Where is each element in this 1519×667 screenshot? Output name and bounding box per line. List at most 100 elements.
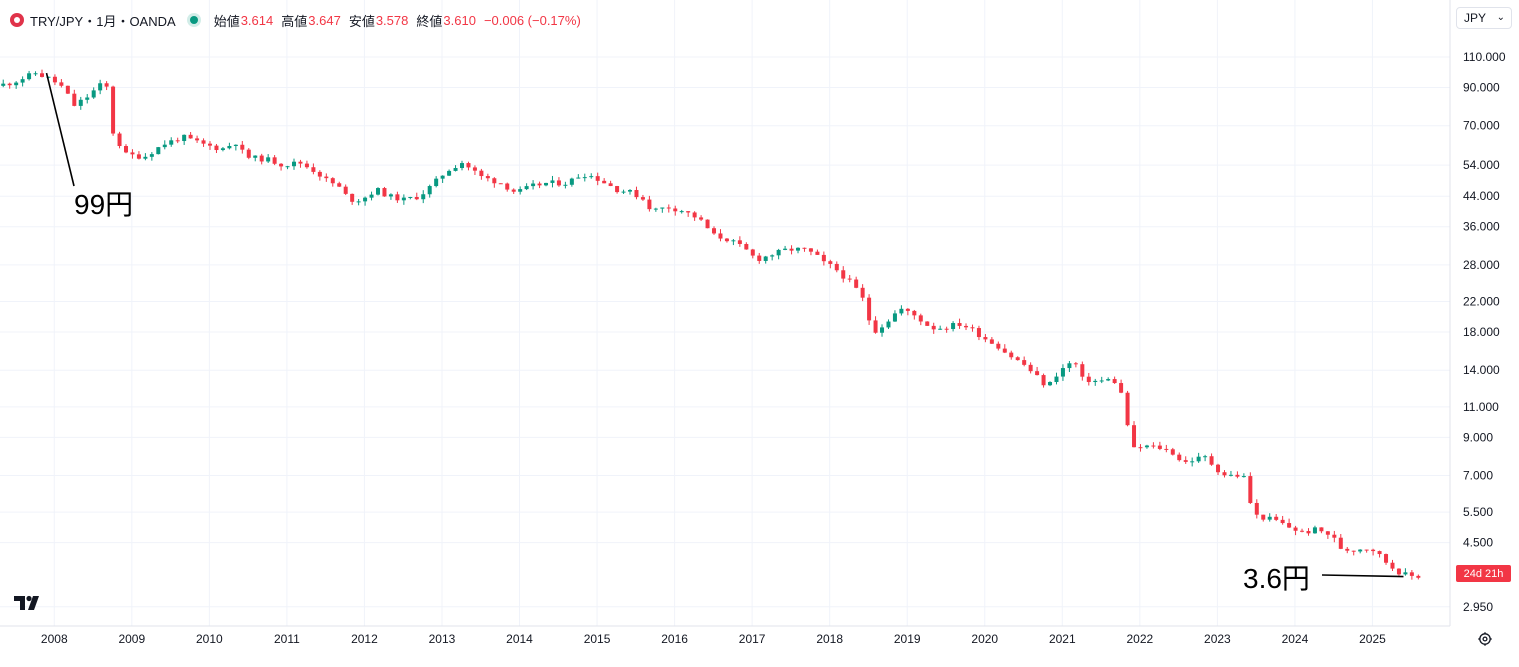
y-tick-label: 70.000 [1463,119,1500,133]
candle-body [1319,527,1324,532]
y-tick-label: 2.950 [1463,600,1493,614]
candle-body [1235,474,1240,477]
x-tick-label: 2008 [41,632,68,646]
symbol-logo-icon[interactable] [10,13,24,27]
candle-body [828,261,833,264]
candle-body [847,278,852,280]
candle-body [1312,527,1317,534]
candle-body [39,73,45,77]
candle-body [983,337,988,340]
candle-body [770,255,775,257]
candle-body [1067,363,1072,369]
candle-body [388,194,393,197]
candle-body [162,144,167,148]
candle-body [1396,568,1401,575]
candle-body [602,180,607,184]
candle-body [136,154,141,159]
candle-body [1106,379,1111,381]
candle-body [673,208,678,212]
candle-body [750,249,755,256]
candle-body [1209,456,1214,465]
legend-symbol[interactable]: TRY/JPY・1月・OANDA [30,13,176,29]
low-label: 安値 [348,13,375,29]
candle-body [350,193,355,202]
candle-body [1287,523,1292,528]
currency-label: JPY [1464,11,1487,25]
candle-body [582,177,587,179]
candle-body [324,176,329,179]
candle-body [1338,537,1343,549]
candle-body [1125,392,1130,426]
annotation-label-3-6: 3.6円 [1243,563,1310,594]
y-tick-label: 11.000 [1463,400,1499,414]
candle-body [1228,474,1233,476]
candle-body [376,188,381,195]
candle-body [111,86,116,134]
candle-body [227,145,232,149]
y-tick-label: 22.000 [1463,295,1500,309]
candle-body [1332,534,1337,538]
candle-body [666,207,671,209]
candle-body [718,233,723,239]
candle-body [259,155,264,162]
candle-body [304,163,309,168]
candle-body [156,147,161,155]
candle-body [744,243,749,250]
candle-body [123,146,129,153]
candle-body [169,140,174,145]
y-tick-label: 90.000 [1463,81,1500,95]
candle-body [892,313,897,322]
candle-body [382,188,387,197]
candle-body [1,83,6,86]
chevron-down-icon: ⌄ [1496,12,1505,23]
candle-body [1416,575,1421,578]
candle-body [731,240,736,242]
candle-body [460,163,465,169]
candle-body [640,197,645,200]
candle-body [1080,364,1085,377]
candle-body [175,140,180,142]
candle-body [712,228,717,234]
candle-body [421,194,426,200]
currency-selector[interactable]: JPY ⌄ [1456,7,1512,29]
candle-body [434,178,439,187]
axis-layer: 110.000 90.000 70.000 54.000 44.000 36.000 28.… [0,0,1506,646]
x-tick-label: 2023 [1204,632,1231,646]
market-open-dot-icon [189,16,198,24]
tradingview-logo-icon[interactable] [14,594,46,612]
gear-icon[interactable] [1477,631,1493,647]
candle-body [944,328,949,330]
candle-body [253,155,258,158]
candle-body [1358,549,1363,552]
candle-body [1035,371,1040,376]
candle-body [20,79,25,83]
y-tick-label: 36.000 [1463,220,1500,234]
candle-body [1196,456,1201,462]
candle-body [976,328,981,338]
candle-body [279,163,284,167]
candle-body [970,327,975,329]
candle-body [899,308,904,314]
annotation-line-99 [45,72,75,187]
candle-body [363,197,368,202]
candle-body [550,180,555,183]
close-value: 3.610 [443,12,476,28]
candle-body [356,201,361,203]
candle-body [1157,445,1162,449]
candle-body [427,186,432,195]
candle-body [808,248,813,252]
candle-body [647,199,652,210]
candle-body [453,168,458,171]
candle-body [201,140,206,144]
candle-body [964,325,969,328]
x-tick-label: 2012 [351,632,378,646]
candle-body [1254,502,1259,515]
candle-body [1203,456,1208,458]
candle-body [46,76,51,78]
candle-body [634,190,639,198]
close-label: 終値 [416,13,443,29]
candle-body [369,194,374,198]
x-tick-label: 2019 [894,632,921,646]
